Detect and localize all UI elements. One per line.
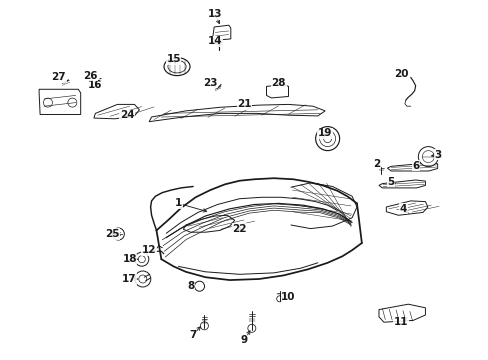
Polygon shape	[378, 180, 425, 188]
Ellipse shape	[167, 60, 186, 73]
Polygon shape	[94, 104, 139, 119]
Text: 18: 18	[122, 254, 137, 264]
Text: 7: 7	[189, 330, 197, 340]
Text: 11: 11	[393, 317, 407, 327]
Text: 9: 9	[241, 335, 247, 345]
Circle shape	[135, 271, 150, 287]
Circle shape	[276, 296, 282, 302]
Text: 5: 5	[387, 177, 394, 187]
Circle shape	[323, 135, 331, 143]
Polygon shape	[212, 25, 230, 40]
Polygon shape	[183, 215, 234, 232]
Polygon shape	[266, 85, 288, 98]
Text: 12: 12	[142, 245, 156, 255]
Text: 23: 23	[203, 78, 217, 88]
Text: 16: 16	[88, 80, 102, 90]
Polygon shape	[386, 163, 437, 171]
Circle shape	[43, 98, 52, 107]
Text: 21: 21	[237, 99, 251, 109]
Text: 22: 22	[232, 224, 246, 234]
Circle shape	[138, 256, 145, 263]
Text: 28: 28	[271, 78, 285, 88]
Polygon shape	[39, 89, 81, 114]
Text: 13: 13	[207, 9, 222, 19]
Text: 3: 3	[433, 150, 440, 160]
Text: 10: 10	[281, 292, 295, 302]
Circle shape	[319, 131, 335, 147]
Text: 25: 25	[105, 229, 120, 239]
Text: 20: 20	[393, 69, 407, 79]
Ellipse shape	[163, 58, 190, 76]
Polygon shape	[149, 104, 325, 122]
Circle shape	[139, 275, 146, 283]
Text: 14: 14	[207, 36, 222, 46]
Text: 4: 4	[399, 204, 407, 214]
Polygon shape	[386, 201, 427, 215]
Circle shape	[247, 324, 255, 332]
Text: 17: 17	[122, 274, 137, 284]
Circle shape	[418, 147, 437, 167]
Circle shape	[112, 228, 124, 240]
Circle shape	[422, 150, 433, 163]
Circle shape	[194, 281, 204, 291]
Circle shape	[135, 252, 148, 266]
Text: 19: 19	[317, 128, 332, 138]
Polygon shape	[378, 304, 425, 322]
Text: 8: 8	[187, 281, 194, 291]
Text: 1: 1	[175, 198, 182, 208]
Text: 6: 6	[411, 161, 418, 171]
Circle shape	[68, 98, 77, 107]
Circle shape	[315, 127, 339, 150]
Circle shape	[200, 322, 208, 330]
Text: 24: 24	[120, 110, 134, 120]
Text: 15: 15	[166, 54, 181, 64]
Text: 2: 2	[372, 159, 379, 169]
Text: 26: 26	[83, 71, 98, 81]
Text: 27: 27	[51, 72, 66, 82]
